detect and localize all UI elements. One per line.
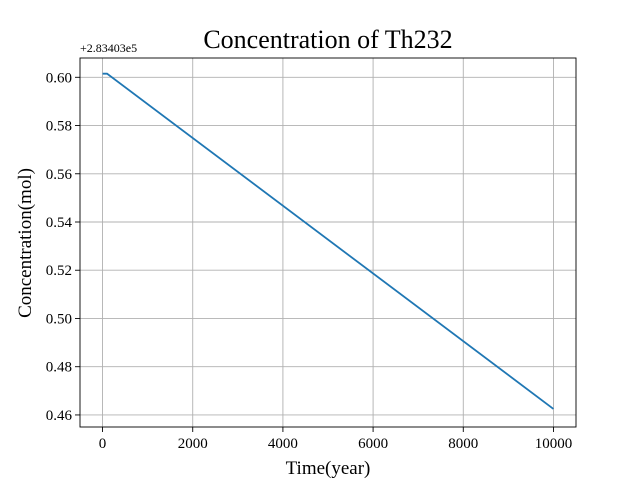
x-tick-label: 2000 [178, 436, 208, 452]
y-tick-label: 0.48 [46, 360, 72, 376]
y-axis-label: Concentration(mol) [15, 168, 36, 318]
x-tick-label: 6000 [358, 436, 388, 452]
grid-lines [80, 58, 576, 427]
y-tick-label: 0.46 [46, 408, 73, 424]
y-tick-label: 0.60 [46, 70, 72, 86]
plot-frame [79, 57, 577, 428]
series-line [102, 72, 554, 410]
y-axis-offset-label: +2.83403e5 [80, 41, 137, 55]
y-tick-label: 0.54 [46, 215, 73, 231]
y-tick-label: 0.56 [46, 167, 73, 183]
x-tick-label: 8000 [448, 436, 478, 452]
axis-ticks: 0 2000 4000 6000 8000 10000 0.46 0.48 0.50 0.52 0.… [46, 70, 572, 452]
y-tick-label: 0.58 [46, 119, 72, 135]
x-tick-label: 10000 [535, 436, 573, 452]
y-tick-label: 0.52 [46, 263, 72, 279]
x-tick-label: 0 [99, 436, 107, 452]
x-tick-label: 4000 [268, 436, 298, 452]
y-tick-label: 0.50 [46, 311, 72, 327]
series-layer [102, 72, 554, 410]
chart-title: Concentration of Th232 [203, 25, 452, 54]
x-axis-label: Time(year) [286, 458, 371, 479]
